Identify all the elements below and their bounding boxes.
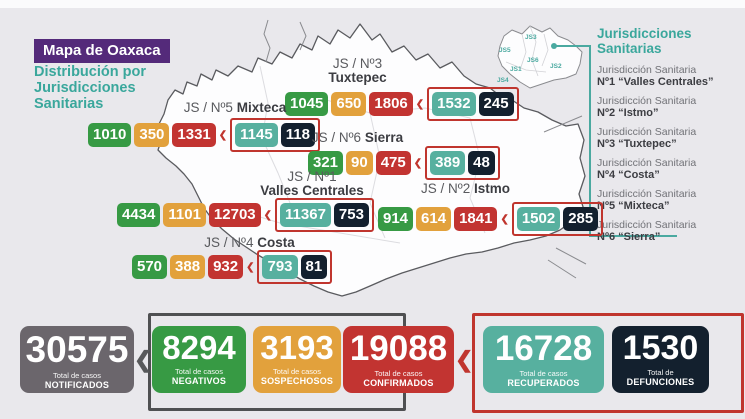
chevron-left-icon: ❮ <box>413 157 423 169</box>
top-strip <box>0 0 745 8</box>
recuperados-value: 793 <box>262 255 298 279</box>
legend-item: Jurisdicción Sanitaria Nº5 “Mixteca” <box>597 187 697 213</box>
legend-item: Jurisdicción Sanitaria Nº3 “Tuxtepec” <box>597 126 697 151</box>
chevron-left-icon: ❮ <box>455 347 474 372</box>
confirmados-value: 1806 <box>369 92 413 116</box>
minimap-outline <box>497 25 583 89</box>
jurisdictions-legend: Jurisdicciones Sanitarias Jurisdicción S… <box>597 26 745 250</box>
defunciones-value: 753 <box>333 203 369 227</box>
region-stats-tuxtepec: 1045 650 1806 ❮ 1532 245 <box>285 87 519 121</box>
negativos-value: 570 <box>132 255 168 279</box>
confirmados-value: 932 <box>208 255 244 279</box>
recovered-deaths-box: 1532 245 <box>427 87 519 121</box>
defunciones-value: 285 <box>563 207 599 231</box>
defunciones-value: 81 <box>300 255 328 279</box>
recuperados-value: 1532 <box>432 92 476 116</box>
total-negativos-value: 8294 <box>162 329 236 366</box>
chevron-left-icon: ❮ <box>415 98 425 110</box>
sospechosos-value: 350 <box>134 123 170 147</box>
minimap-label-js6: JS6 <box>527 57 539 64</box>
minimap-label-js2: JS2 <box>550 63 562 70</box>
legend-title: Jurisdicciones Sanitarias <box>597 26 692 57</box>
region-label-valles-centrales: JS / Nº1 Valles Centrales <box>260 169 364 199</box>
page-title: Mapa de Oaxaca <box>34 39 170 63</box>
jurisdictions-minimap: JS3 JS5 JS6 JS1 JS2 JS4 <box>492 22 588 94</box>
region-stats-mixteca: 1010 350 1331 ❮ 1145 118 <box>88 118 320 152</box>
sospechosos-value: 650 <box>331 92 367 116</box>
total-negativos-card: 8294 Total de casos NEGATIVOS <box>152 326 246 393</box>
defunciones-value: 118 <box>280 123 315 147</box>
total-confirmados-value: 19088 <box>349 329 448 368</box>
minimap-label-js4: JS4 <box>497 77 509 84</box>
total-confirmados-card: 19088 Total de casos CONFIRMADOS <box>343 326 454 393</box>
recovered-deaths-box: 1502 285 <box>511 202 604 236</box>
region-stats-costa: 570 388 932 ❮ 793 81 <box>132 250 333 284</box>
recuperados-value: 11367 <box>280 203 331 227</box>
sospechosos-value: 388 <box>170 255 206 279</box>
chevron-left-icon: ❮ <box>263 209 273 221</box>
connector-line <box>589 45 591 237</box>
negativos-value: 1010 <box>88 123 132 147</box>
minimap-label-js5: JS5 <box>499 47 511 54</box>
confirmados-value: 1841 <box>454 207 498 231</box>
page-subtitle: Distribución por Jurisdicciones Sanitari… <box>34 64 146 112</box>
region-stats-istmo: 914 614 1841 ❮ 1502 285 <box>378 202 604 236</box>
confirmados-value: 1331 <box>172 123 216 147</box>
sospechosos-value: 90 <box>346 151 373 175</box>
region-label-tuxtepec: JS / Nº3 Tuxtepec <box>328 56 387 86</box>
minimap-label-js1: JS1 <box>510 66 522 73</box>
legend-item: Jurisdicción Sanitaria Nº1 “Valles Centr… <box>597 64 714 89</box>
minimap-label-js3: JS3 <box>525 34 537 41</box>
chevron-left-icon: ❮ <box>500 213 509 225</box>
negativos-value: 321 <box>308 151 344 175</box>
chevron-left-icon: ❮ <box>134 347 153 372</box>
total-notificados-card: 30575 Total de casos NOTIFICADOS <box>20 326 134 393</box>
outcomes-group-box <box>472 313 744 413</box>
recovered-deaths-box: 793 81 <box>257 250 333 284</box>
recuperados-value: 1502 <box>516 207 561 231</box>
region-label-istmo: JS / Nº2 Istmo <box>421 181 510 196</box>
region-stats-sierra: 321 90 475 ❮ 389 48 <box>308 146 500 180</box>
chevron-left-icon: ❮ <box>218 129 228 141</box>
recovered-deaths-box: 1145 118 <box>230 118 320 152</box>
legend-item: Jurisdicción Sanitaria Nº4 “Costa” <box>597 156 697 182</box>
total-sospechosos-card: 3193 Total de casos SOSPECHOSOS <box>253 326 341 393</box>
legend-item: Jurisdicción Sanitaria Nº2 “Istmo” <box>597 95 697 120</box>
total-recuperados-value: 16728 <box>494 329 593 368</box>
chevron-left-icon: ❮ <box>246 261 255 273</box>
total-defunciones-value: 1530 <box>622 329 699 367</box>
defunciones-value: 48 <box>468 151 495 175</box>
region-label-sierra: JS / Nº6 Sierra <box>311 130 404 145</box>
total-notificados-value: 30575 <box>25 329 129 370</box>
connector-line <box>589 235 677 237</box>
region-stats-valles-centrales: 4434 1101 12703 ❮ 11367 753 <box>117 198 374 232</box>
total-defunciones-card: 1530 Total de DEFUNCIONES <box>612 326 709 393</box>
recuperados-value: 1145 <box>235 123 278 147</box>
negativos-value: 914 <box>378 207 414 231</box>
sospechosos-value: 614 <box>416 207 452 231</box>
negativos-value: 1045 <box>285 92 329 116</box>
connector-dot <box>551 43 557 49</box>
sospechosos-value: 1101 <box>163 203 206 227</box>
confirmados-value: 475 <box>375 151 411 175</box>
total-recuperados-card: 16728 Total de casos RECUPERADOS <box>483 326 604 393</box>
negativos-value: 4434 <box>117 203 161 227</box>
region-label-costa: JS / Nº4 Costa <box>204 235 295 250</box>
total-sospechosos-value: 3193 <box>260 329 334 366</box>
connector-line <box>556 45 591 47</box>
recuperados-value: 389 <box>430 151 466 175</box>
confirmados-value: 12703 <box>208 203 261 227</box>
recovered-deaths-box: 389 48 <box>425 146 500 180</box>
recovered-deaths-box: 11367 753 <box>275 198 374 232</box>
defunciones-value: 245 <box>478 92 514 116</box>
legend-item: Jurisdicción Sanitaria Nº6 “Sierra” <box>597 218 697 243</box>
region-label-mixteca: JS / Nº5 Mixteca <box>183 100 287 115</box>
